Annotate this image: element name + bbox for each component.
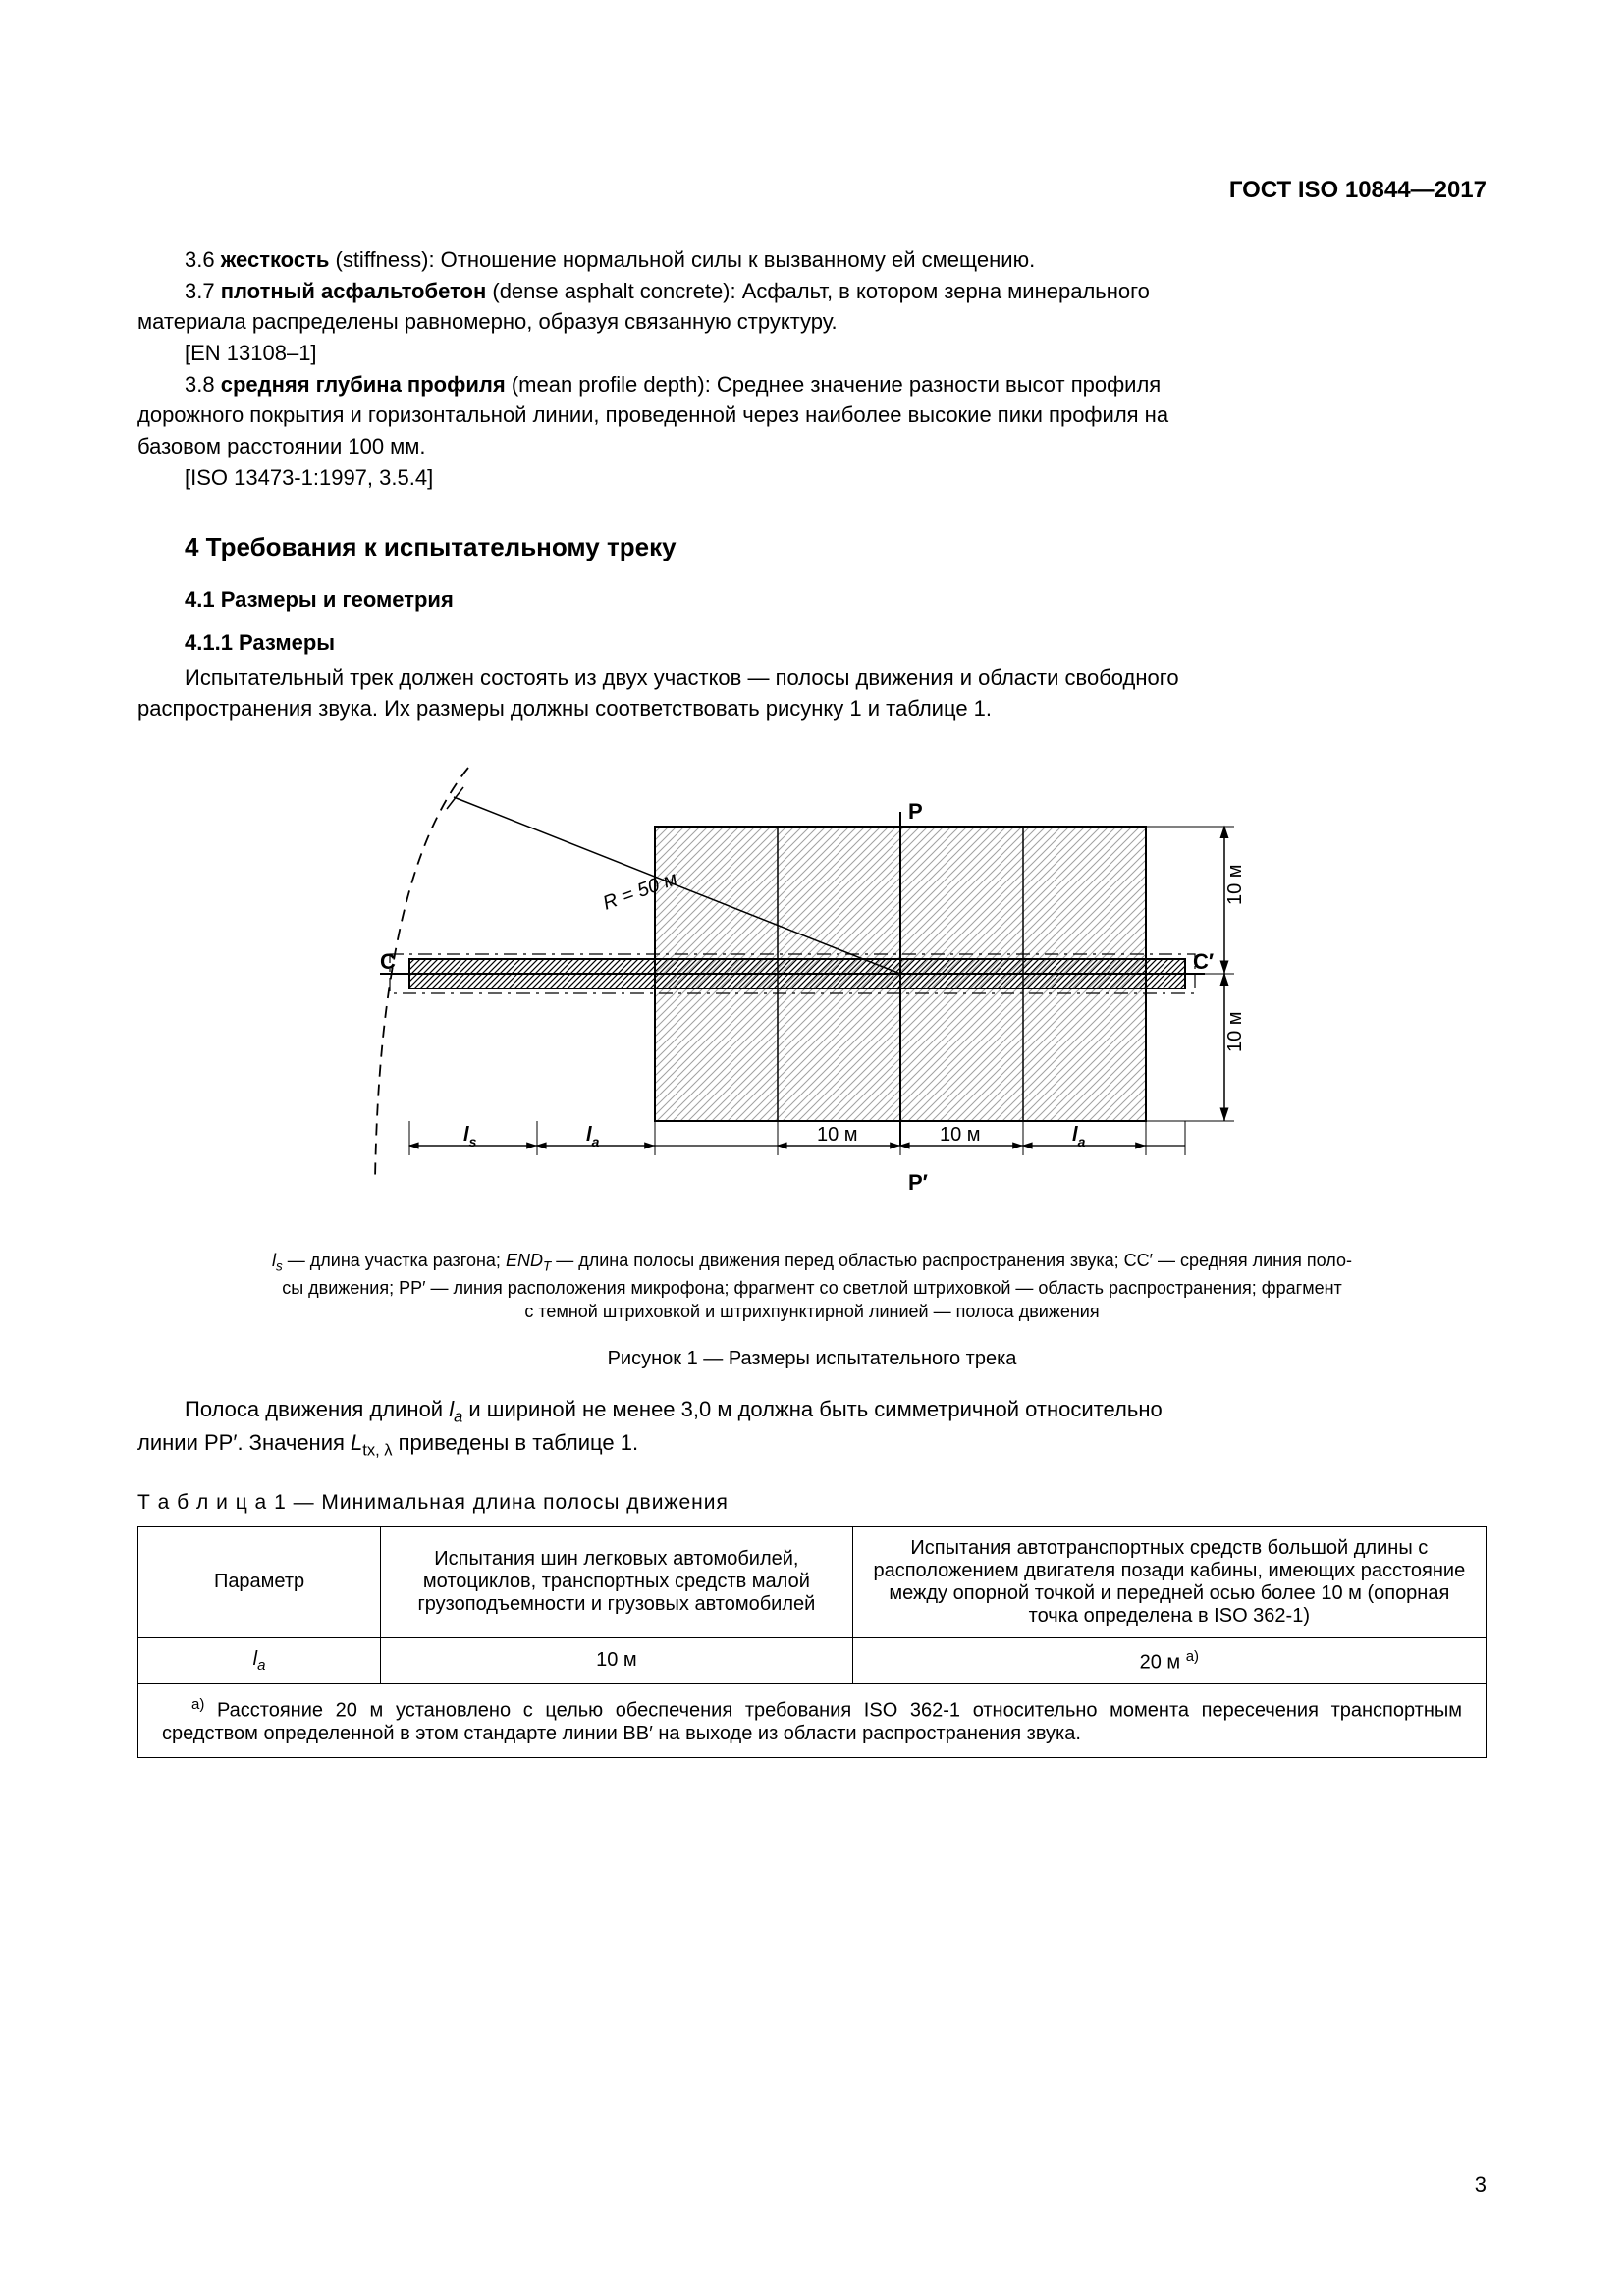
label-P: P [908, 799, 923, 824]
def-3-8-l3: базовом расстоянии 100 мм. [137, 432, 1487, 461]
table-col-2: Испытания шин легковых автомобилей, мото… [381, 1526, 853, 1637]
afp-la-sub: a [454, 1409, 462, 1426]
def-3-7-l1: 3.7 плотный асфальтобетон (dense asphalt… [137, 277, 1487, 306]
def-3-6: 3.6 жесткость (stiffness): Отношение нор… [137, 245, 1487, 275]
afp-l1b: и шириной не менее 3,0 м должна быть сим… [462, 1397, 1162, 1421]
table-col-3: Испытания автотранспортных средств больш… [852, 1526, 1486, 1637]
label-10m-h1: 10 м [817, 1124, 858, 1146]
afp-l1a: Полоса движения длиной [185, 1397, 449, 1421]
table-row: la 10 м 20 м а) [138, 1637, 1487, 1684]
afp-L: L [351, 1430, 362, 1455]
afp-l2a: линии PP′. Значения [137, 1430, 351, 1455]
definitions-block: 3.6 жесткость (stiffness): Отношение нор… [137, 245, 1487, 493]
table-cell-v2: 20 м а) [852, 1637, 1486, 1684]
figure-1-legend: ls — длина участка разгона; ENDT — длина… [177, 1249, 1447, 1323]
para-4-1-1: Испытательный трек должен состоять из дв… [137, 664, 1487, 723]
table-1: Параметр Испытания шин легковых автомоби… [137, 1526, 1487, 1758]
def-3-8-l1: 3.8 средняя глубина профиля (mean profil… [137, 370, 1487, 400]
table-1-caption: Т а б л и ц а 1 — Минимальная длина поло… [137, 1491, 1487, 1515]
page-number: 3 [1475, 2172, 1487, 2198]
standard-code: ГОСТ ISO 10844—2017 [1229, 177, 1487, 204]
def-3-7-ref: [EN 13108–1] [137, 339, 1487, 368]
section-4-heading: 4 Требования к испытательному треку [137, 532, 1487, 562]
def-3-7-l2: материала распределены равномерно, образ… [137, 307, 1487, 337]
def-3-8-ref: [ISO 13473-1:1997, 3.5.4] [137, 463, 1487, 493]
figure-1-svg: P P′ C C′ R = 50 м 10 м 10 м ls la 10 м … [321, 758, 1303, 1219]
section-4-1-heading: 4.1 Размеры и геометрия [137, 587, 1487, 613]
label-10m-h2: 10 м [940, 1124, 981, 1146]
para-after-figure: Полоса движения длиной la и шириной не м… [137, 1395, 1487, 1461]
section-4-1-1-heading: 4.1.1 Размеры [137, 630, 1487, 656]
table-footnote: а) Расстояние 20 м установлено с целью о… [138, 1684, 1487, 1758]
label-10m-v1: 10 м [1224, 864, 1246, 905]
afp-L-sub: tx, λ [362, 1441, 392, 1459]
figure-1-caption: Рисунок 1 — Размеры испытательного трека [137, 1348, 1487, 1370]
table-cell-v1: 10 м [381, 1637, 853, 1684]
label-C: C [380, 949, 396, 974]
def-3-8-l2: дорожного покрытия и горизонтальной лини… [137, 400, 1487, 430]
label-Pp: P′ [908, 1170, 928, 1195]
table-row: Параметр Испытания шин легковых автомоби… [138, 1526, 1487, 1637]
figure-1: P P′ C C′ R = 50 м 10 м 10 м ls la 10 м … [137, 758, 1487, 1370]
table-col-param: Параметр [138, 1526, 381, 1637]
para-4-1-1-l2: распространения звука. Их размеры должны… [137, 694, 1487, 723]
label-10m-v2: 10 м [1224, 1011, 1246, 1052]
para-4-1-1-l1: Испытательный трек должен состоять из дв… [137, 664, 1487, 693]
label-Cp: C′ [1193, 949, 1214, 974]
table-cell-param: la [138, 1637, 381, 1684]
table-row: а) Расстояние 20 м установлено с целью о… [138, 1684, 1487, 1758]
afp-l2b: приведены в таблице 1. [393, 1430, 639, 1455]
